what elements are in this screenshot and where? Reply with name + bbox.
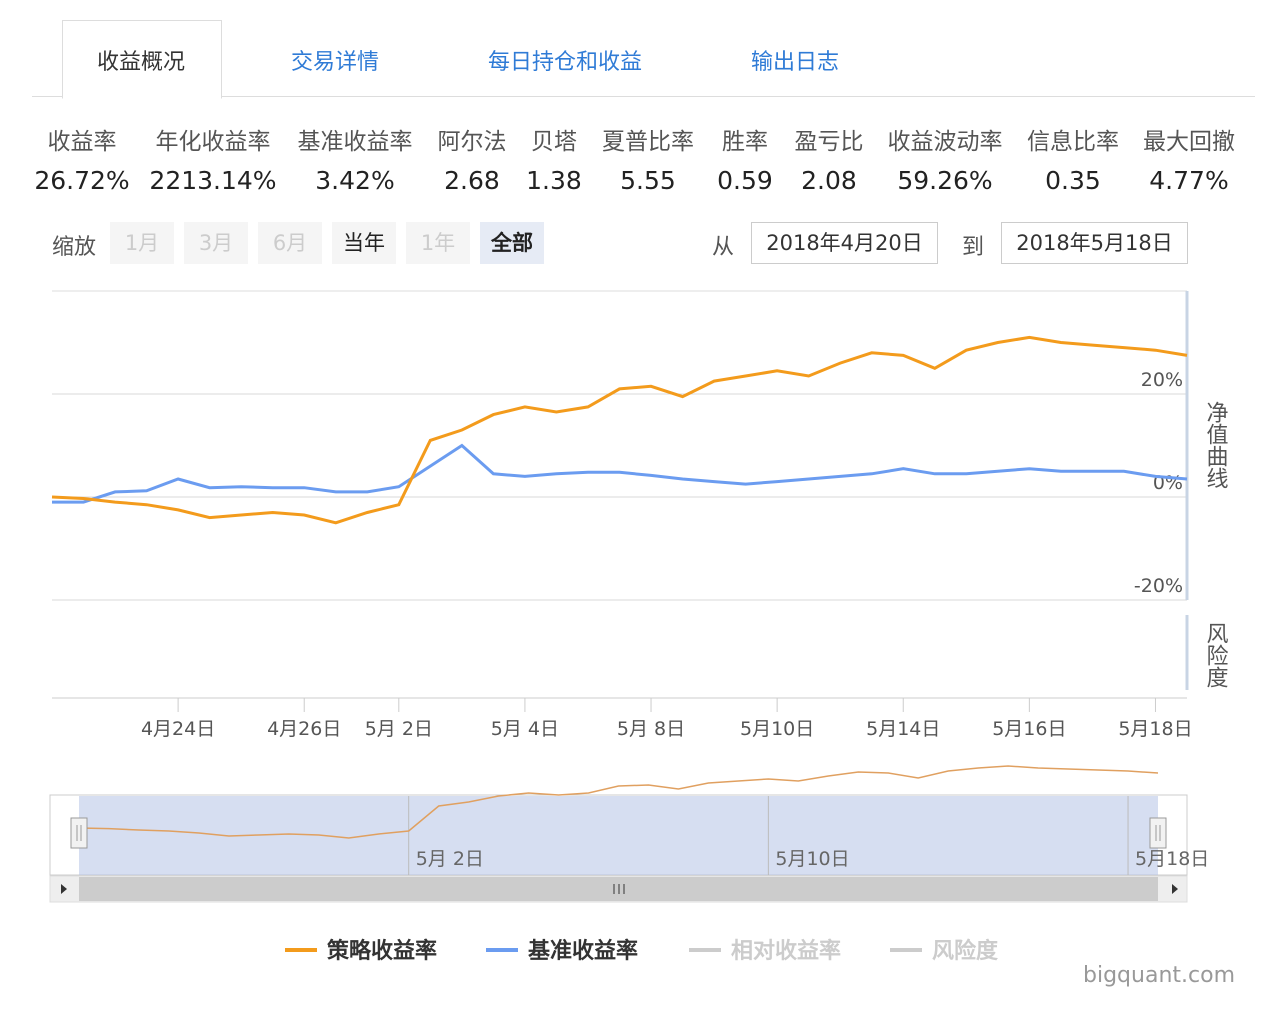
stat-label: 盈亏比 <box>794 129 864 155</box>
range-from[interactable]: 2018年4月20日 <box>751 222 938 264</box>
tab[interactable]: 收益概况 <box>96 50 185 75</box>
stat-label: 最大回撤 <box>1143 129 1235 155</box>
stat-label: 贝塔 <box>531 129 577 155</box>
x-tick-label: 4月26日 <box>267 718 341 740</box>
tab[interactable]: 每日持仓和收益 <box>487 50 642 75</box>
zoom-button[interactable]: 当年 <box>332 222 396 264</box>
stat-label: 胜率 <box>722 129 768 155</box>
x-tick-label: 5月 8日 <box>617 718 685 740</box>
x-tick-label: 5月10日 <box>740 718 814 740</box>
stat-value: 26.72% <box>34 166 130 195</box>
stat-label: 收益率 <box>47 129 117 155</box>
legend-label[interactable]: 风险度 <box>932 938 999 964</box>
legend-label[interactable]: 相对收益率 <box>731 938 841 964</box>
navigator-label: 5月 2日 <box>416 848 484 870</box>
x-tick-label: 5月18日 <box>1118 718 1192 740</box>
x-tick-label: 5月14日 <box>866 718 940 740</box>
y-tick-label: -20% <box>1134 575 1183 597</box>
stat-label: 夏普比率 <box>602 129 694 155</box>
navigator-line <box>78 765 1159 839</box>
series-line <box>51 335 1188 525</box>
navigator-handle[interactable] <box>70 817 88 849</box>
stat-value: 0.59 <box>717 166 773 195</box>
zoom-button[interactable]: 全部 <box>480 222 544 264</box>
legend-label[interactable]: 基准收益率 <box>528 938 638 964</box>
navigator-label: 5月10日 <box>775 848 849 870</box>
range-from-label: 从 <box>712 235 735 260</box>
stat-value: 0.35 <box>1045 166 1101 195</box>
x-tick-label: 5月 4日 <box>491 718 559 740</box>
stat-label: 基准收益率 <box>297 129 413 155</box>
legend-label[interactable]: 策略收益率 <box>327 938 437 964</box>
stat-value: 3.42% <box>315 166 395 195</box>
stat-value: 1.38 <box>526 166 582 195</box>
tab-bar-line <box>32 96 1255 97</box>
scroll-left <box>61 884 67 894</box>
y-axis-title: 净值曲线 <box>1203 401 1229 489</box>
stat-value: 5.55 <box>620 166 676 195</box>
stat-label: 阿尔法 <box>437 129 507 155</box>
watermark: bigquant.com <box>1083 963 1235 988</box>
x-tick-label: 5月 2日 <box>365 718 433 740</box>
scroll-right <box>1172 884 1178 894</box>
range-to-label: 到 <box>962 235 985 260</box>
zoom-button: 1月 <box>110 222 174 264</box>
x-tick-label: 5月16日 <box>992 718 1066 740</box>
y-tick-label: 20% <box>1141 369 1183 391</box>
y2-axis-title: 风险度 <box>1203 622 1229 688</box>
range-to[interactable]: 2018年5月18日 <box>1001 222 1188 264</box>
stat-value: 59.26% <box>897 166 993 195</box>
zoom-button: 1年 <box>406 222 470 264</box>
stat-value: 2.08 <box>801 166 857 195</box>
stat-label: 收益波动率 <box>887 129 1003 155</box>
stat-value: 2213.14% <box>149 166 277 195</box>
stat-label: 信息比率 <box>1027 129 1119 155</box>
tab-active-box <box>62 20 222 99</box>
series-line <box>52 443 1188 504</box>
tab[interactable]: 输出日志 <box>750 50 839 75</box>
stat-value: 2.68 <box>444 166 500 195</box>
navigator-label: 5月18日 <box>1135 848 1209 870</box>
x-tick-label: 4月24日 <box>141 718 215 740</box>
zoom-button: 3月 <box>184 222 248 264</box>
navigator-handle[interactable] <box>1149 817 1167 849</box>
zoom-label: 缩放 <box>52 235 97 260</box>
stat-value: 4.77% <box>1149 166 1229 195</box>
zoom-button: 6月 <box>258 222 322 264</box>
stat-label: 年化收益率 <box>155 129 271 155</box>
tab[interactable]: 交易详情 <box>290 50 379 75</box>
